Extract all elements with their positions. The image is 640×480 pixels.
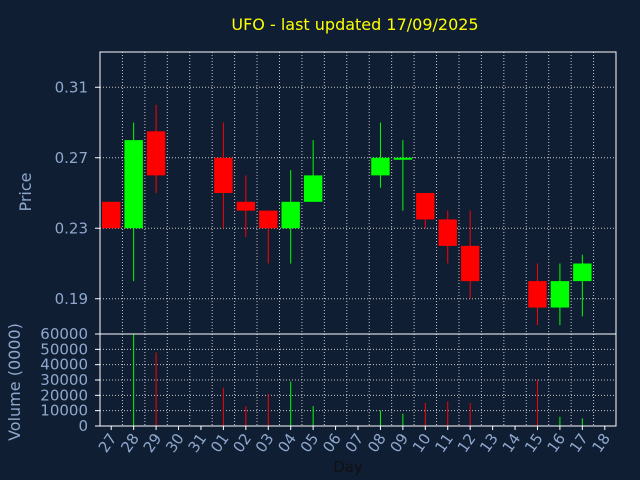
candle-body — [393, 157, 413, 160]
candle-body — [281, 201, 300, 229]
candle-body — [146, 131, 166, 176]
volume-tick-label: 20000 — [40, 386, 88, 404]
candle-body — [371, 157, 390, 176]
candle-body — [416, 193, 435, 220]
chart-title: UFO - last updated 17/09/2025 — [231, 15, 478, 34]
volume-tick-label: 0 — [78, 417, 88, 435]
price-tick-label: 0.19 — [55, 290, 88, 308]
price-panel: 0.31 0.27 0.23 0.19 — [55, 51, 617, 335]
volume-tick-label: 30000 — [40, 371, 88, 389]
candle-body — [573, 263, 592, 282]
candle-body — [259, 210, 278, 229]
candle-body — [438, 219, 457, 246]
candle-body — [214, 157, 233, 193]
candle-body — [102, 201, 121, 229]
volume-tick-label: 50000 — [40, 340, 88, 358]
volume-tick-label: 40000 — [40, 356, 88, 374]
price-tick-label: 0.27 — [55, 149, 88, 167]
candle-body — [236, 201, 256, 211]
volume-axis-label: Volume (0000) — [5, 323, 24, 441]
price-axis-label: Price — [16, 172, 35, 211]
candle-body — [124, 140, 143, 229]
volume-tick-label: 60000 — [40, 325, 88, 343]
candle-body — [528, 281, 547, 308]
volume-tick-label: 10000 — [40, 402, 88, 420]
x-axis-label: Day — [333, 458, 363, 476]
candle-body — [550, 281, 570, 308]
price-tick-label: 0.23 — [55, 219, 88, 237]
candle-body — [460, 245, 480, 282]
candle-body — [303, 175, 323, 202]
price-tick-label: 0.31 — [55, 78, 88, 96]
